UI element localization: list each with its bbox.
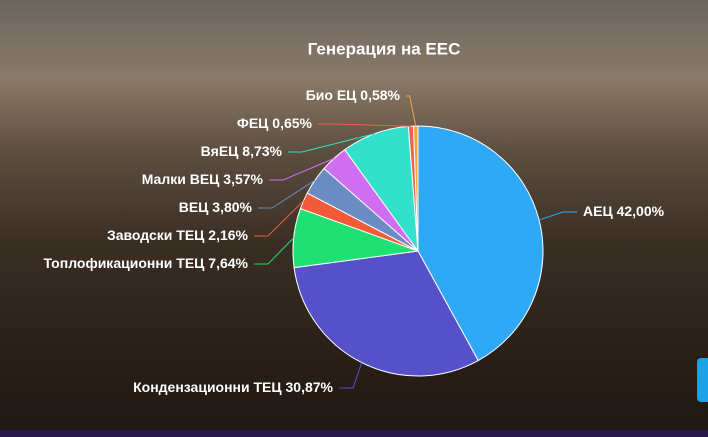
slice-name: АЕЦ <box>583 203 613 219</box>
slice-name: ВяЕЦ <box>201 143 240 159</box>
pie-slice <box>293 250 479 377</box>
slice-value: 0,65% <box>272 115 312 131</box>
slice-name: Топлофикационни ТЕЦ <box>44 255 206 271</box>
slice-label: Топлофикационни ТЕЦ 7,64% <box>44 255 249 271</box>
pie-slice <box>412 125 419 252</box>
slice-name: Био ЕЦ <box>306 87 357 103</box>
chart-title: Генерация на ЕЕС <box>308 39 461 58</box>
slice-name: Малки ВЕЦ <box>142 171 220 187</box>
slice-value: 42,00% <box>617 203 665 219</box>
slice-name: Кондензационни ТЕЦ <box>133 379 282 395</box>
slice-value: 8,73% <box>242 143 282 159</box>
leader-line <box>538 211 577 221</box>
slice-label: ВяЕЦ 8,73% <box>201 143 283 159</box>
leader-line <box>269 158 335 181</box>
slice-name: Заводски ТЕЦ <box>107 227 205 243</box>
leader-line <box>258 179 316 209</box>
slice-value: 0,58% <box>360 87 400 103</box>
slice-label: ВЕЦ 3,80% <box>179 199 253 215</box>
slice-label: Кондензационни ТЕЦ 30,87% <box>133 379 333 395</box>
leader-line <box>406 95 417 127</box>
leader-line <box>254 237 295 265</box>
slice-label: Заводски ТЕЦ 2,16% <box>107 227 249 243</box>
slice-label: Малки ВЕЦ 3,57% <box>142 171 264 187</box>
slice-name: ВЕЦ <box>179 199 209 215</box>
slice-value: 3,57% <box>223 171 263 187</box>
slice-label: Био ЕЦ 0,58% <box>306 87 401 103</box>
slice-label: ФЕЦ 0,65% <box>237 115 313 131</box>
leader-line <box>288 133 376 153</box>
slice-value: 30,87% <box>286 379 334 395</box>
slice-label: АЕЦ 42,00% <box>583 203 665 219</box>
bottom-bar <box>0 430 708 437</box>
leader-line <box>339 362 363 389</box>
slice-name: ФЕЦ <box>237 115 269 131</box>
slice-value: 3,80% <box>212 199 252 215</box>
slice-value: 7,64% <box>208 255 248 271</box>
slice-value: 2,16% <box>208 227 248 243</box>
side-button[interactable] <box>697 358 708 402</box>
leader-line <box>318 123 411 127</box>
pie-slice <box>417 125 544 362</box>
leader-line <box>254 200 304 237</box>
